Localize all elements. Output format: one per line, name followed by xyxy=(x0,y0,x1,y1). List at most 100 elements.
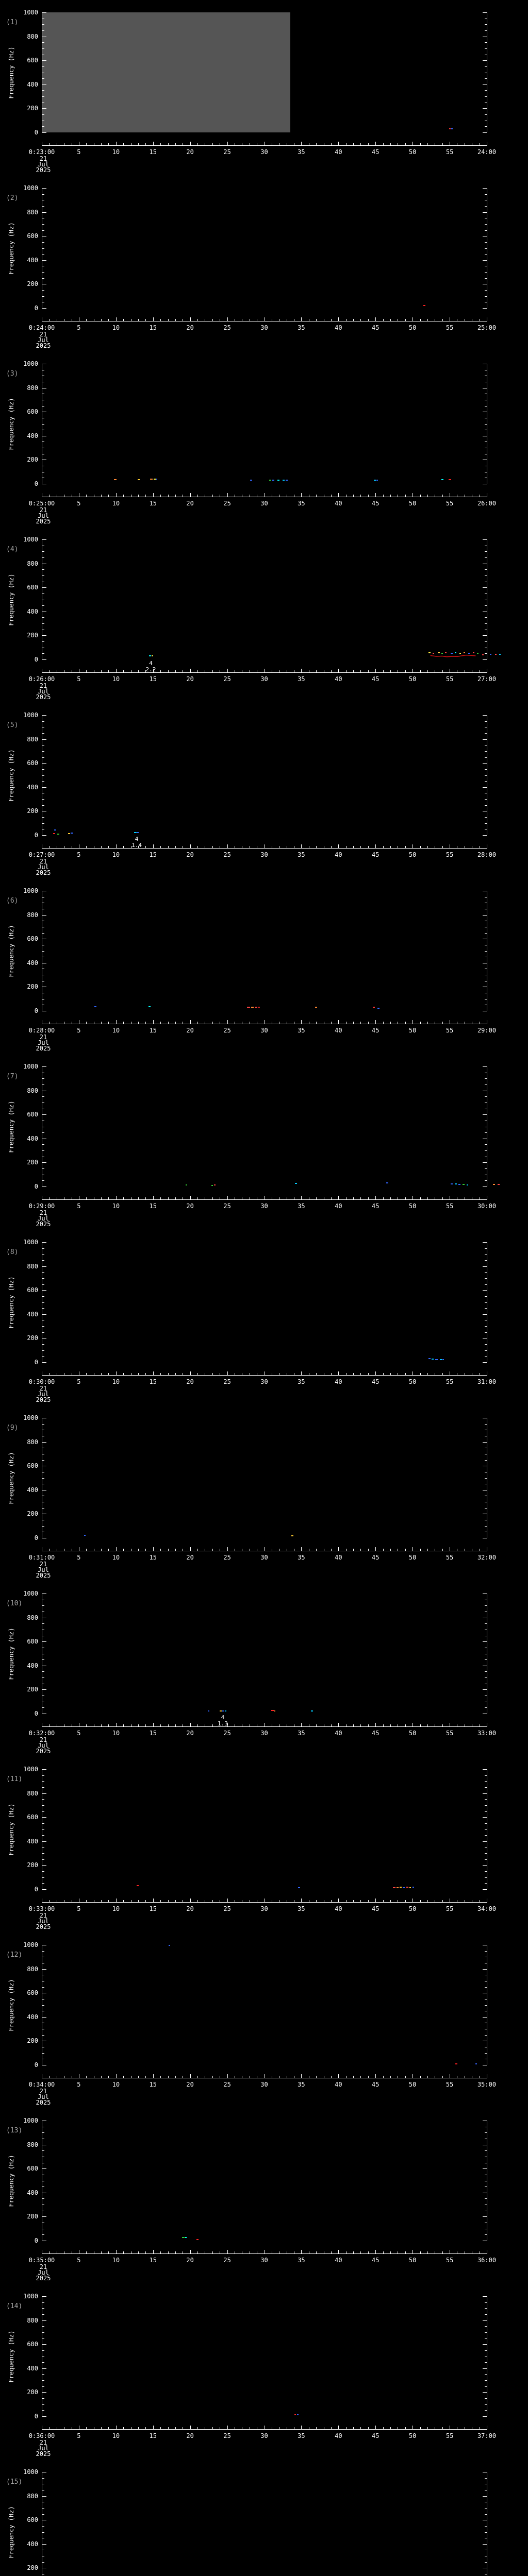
axis-tick xyxy=(168,319,169,321)
axis-tick xyxy=(485,2338,487,2339)
y-tick-label: 600 xyxy=(27,584,38,591)
axis-tick xyxy=(42,1865,46,1866)
date-label: 21 xyxy=(39,1209,47,1216)
minute-label: 20 xyxy=(186,500,194,507)
axis-tick xyxy=(123,2427,124,2429)
axis-tick xyxy=(49,1549,50,1551)
minute-label: 20 xyxy=(186,1202,194,1210)
axis-tick xyxy=(138,319,139,321)
axis-tick xyxy=(485,2198,487,2199)
axis-tick xyxy=(412,2426,414,2429)
axis-tick xyxy=(483,1865,487,1866)
spectral-point xyxy=(295,1183,298,1184)
minute-label: 45 xyxy=(372,500,380,507)
axis-tick xyxy=(368,1549,369,1551)
y-tick-label: 0 xyxy=(34,1007,38,1014)
axis-tick xyxy=(123,1022,124,1024)
date-label: 2025 xyxy=(36,1396,51,1403)
minute-label: 20 xyxy=(186,1905,194,1912)
minute-label: 20 xyxy=(186,2081,194,2088)
axis-tick xyxy=(42,623,44,624)
axis-tick xyxy=(138,1900,139,1902)
axis-tick xyxy=(197,319,199,321)
axis-tick xyxy=(49,143,50,145)
axis-tick xyxy=(442,319,443,321)
minute-label: 35 xyxy=(298,500,305,507)
axis-tick xyxy=(383,1373,384,1375)
minute-label: 10 xyxy=(112,324,120,331)
minute-label: 35 xyxy=(298,2081,305,2088)
axis-tick xyxy=(42,1362,46,1363)
minute-label: 15 xyxy=(149,500,157,507)
axis-tick xyxy=(101,1549,102,1551)
axis-tick xyxy=(42,2478,44,2479)
minute-label: 5 xyxy=(77,851,81,858)
minute-label: 55 xyxy=(446,1027,454,1034)
axis-tick xyxy=(42,84,46,85)
date-label: 2025 xyxy=(36,869,51,876)
axis-tick xyxy=(483,260,487,261)
axis-tick xyxy=(197,143,199,145)
axis-tick xyxy=(485,799,487,800)
axis-tick xyxy=(42,1659,44,1660)
axis-tick xyxy=(405,495,406,497)
y-tick-label: 1000 xyxy=(23,1239,38,1246)
axis-tick xyxy=(49,2251,50,2253)
axis-tick xyxy=(405,1197,406,1199)
minute-label: 20 xyxy=(186,2257,194,2264)
time-end-label: 24:00 xyxy=(477,148,497,156)
axis-tick xyxy=(338,844,339,848)
y-tick-label: 200 xyxy=(27,105,38,112)
date-label: Jul xyxy=(38,336,49,344)
axis-tick xyxy=(42,1096,44,1097)
axis-tick xyxy=(153,1371,154,1375)
minute-label: 45 xyxy=(372,1730,380,1737)
axis-tick xyxy=(197,2076,199,2078)
axis-tick xyxy=(116,669,117,672)
y-tick-label: 600 xyxy=(27,1814,38,1821)
axis-tick xyxy=(42,775,44,776)
axis-tick xyxy=(483,1314,487,1315)
axis-tick xyxy=(168,1022,169,1024)
axis-tick xyxy=(375,1020,376,1024)
minute-label: 30 xyxy=(260,1027,268,1034)
minute-label: 10 xyxy=(112,1905,120,1912)
y-tick-label: 800 xyxy=(27,560,38,567)
time-end-label: 33:00 xyxy=(477,1730,497,1737)
minute-label: 50 xyxy=(408,1905,417,1912)
y-tick-label: 600 xyxy=(27,2165,38,2173)
axis-tick xyxy=(175,670,176,672)
axis-tick xyxy=(360,2427,361,2429)
minute-label: 40 xyxy=(335,851,342,858)
time-start-label: 0:30:00 xyxy=(28,1378,55,1385)
axis-tick xyxy=(338,2426,339,2429)
spectral-point xyxy=(285,480,288,481)
axis-tick xyxy=(353,1900,354,1902)
y-tick-label: 1000 xyxy=(23,2468,38,2476)
axis-tick xyxy=(485,2514,487,2515)
axis-tick xyxy=(485,2478,487,2479)
panel-number-label: (9) xyxy=(6,1424,19,1432)
axis-tick xyxy=(42,605,44,606)
axis-tick xyxy=(442,2427,443,2429)
axis-tick xyxy=(483,1290,487,1291)
spectral-point xyxy=(412,1887,415,1888)
axis-tick xyxy=(116,1020,117,1024)
axis-tick xyxy=(485,242,487,243)
axis-tick xyxy=(442,1197,443,1199)
minute-label: 20 xyxy=(186,1027,194,1034)
axis-tick xyxy=(168,2076,169,2078)
axis-tick xyxy=(390,143,391,145)
spectral-point xyxy=(472,652,474,654)
axis-tick xyxy=(485,2562,487,2563)
minute-label: 25 xyxy=(223,2081,231,2088)
axis-tick xyxy=(483,1817,487,1818)
axis-tick xyxy=(485,1671,487,1672)
axis-tick xyxy=(49,670,50,672)
axis-tick xyxy=(42,757,44,758)
axis-tick xyxy=(483,188,487,189)
date-label: Jul xyxy=(38,1039,49,1046)
axis-tick xyxy=(485,78,487,79)
axis-tick xyxy=(331,2251,332,2253)
date-label: Jul xyxy=(38,688,49,695)
